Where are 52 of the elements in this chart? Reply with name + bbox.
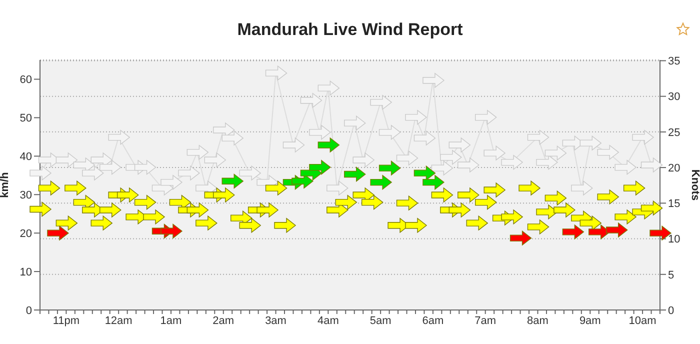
point [335,194,357,210]
y2-tick-label: 5 [668,269,674,282]
y2-axis-title: Knots [689,169,700,201]
y2-tick-label: 10 [668,234,680,246]
x-tick-label: 3am [265,314,286,327]
point [475,194,497,210]
point [160,174,182,190]
point [309,160,331,175]
point [100,160,122,175]
y2-tick-label: 20 [668,162,680,174]
y2-tick-label: 15 [668,198,680,210]
y2-tick-label: 30 [668,91,680,104]
point [405,110,427,125]
x-tick-label: 5am [370,314,392,327]
y-tick-label: 0 [26,304,32,317]
y-tick-label: 30 [20,190,32,202]
point [536,154,558,170]
point [614,160,636,175]
point [30,202,52,217]
point [344,166,366,182]
y-tick-label: 50 [20,112,32,125]
point [108,130,130,145]
point [440,150,462,165]
y2-tick-label: 0 [668,304,674,317]
y2-tick-label: 35 [668,56,680,68]
y-axis-title: km/h [0,172,11,198]
y-tick-label: 40 [20,151,32,164]
y-tick-label: 60 [20,74,32,86]
point [475,110,497,125]
y-tick-label: 10 [20,266,32,278]
point [632,130,654,145]
x-tick-label: 11pm [52,314,80,327]
point [222,174,244,189]
x-tick-label: 2am [212,314,234,327]
point [422,174,444,190]
point [370,94,392,110]
point [309,124,331,140]
x-tick-label: 9am [579,314,601,327]
x-tick-label: 6am [422,314,444,327]
point [597,144,619,160]
chart-title: Mandurah Live Wind Report [236,20,464,40]
point [501,154,523,170]
point [160,224,182,239]
x-tick-label: 12am [104,314,132,327]
y2-tick-label: 25 [668,126,680,139]
point [370,174,392,190]
y-tick-label: 20 [20,228,32,240]
x-tick-label: 8am [527,314,548,327]
x-tick-label: 10am [628,314,656,327]
x-tick-label: 7am [474,314,496,327]
x-tick-label: 1am [160,314,182,327]
x-tick-label: 4am [317,314,339,327]
